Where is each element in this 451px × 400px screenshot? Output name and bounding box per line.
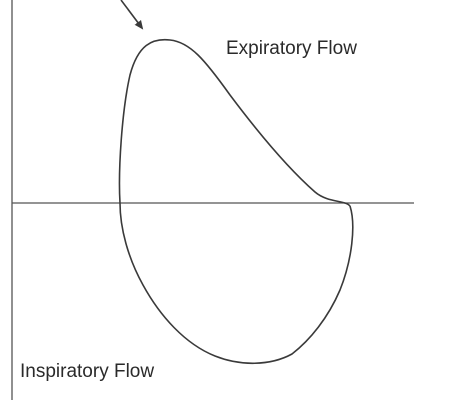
inspiratory-flow-label: Inspiratory Flow [20,361,155,382]
expiratory-flow-curve [118,38,351,207]
inspiratory-flow-curve [119,202,354,365]
peak-flow-arrow-icon [120,0,144,30]
expiratory-flow-label: Expiratory Flow [226,38,357,59]
